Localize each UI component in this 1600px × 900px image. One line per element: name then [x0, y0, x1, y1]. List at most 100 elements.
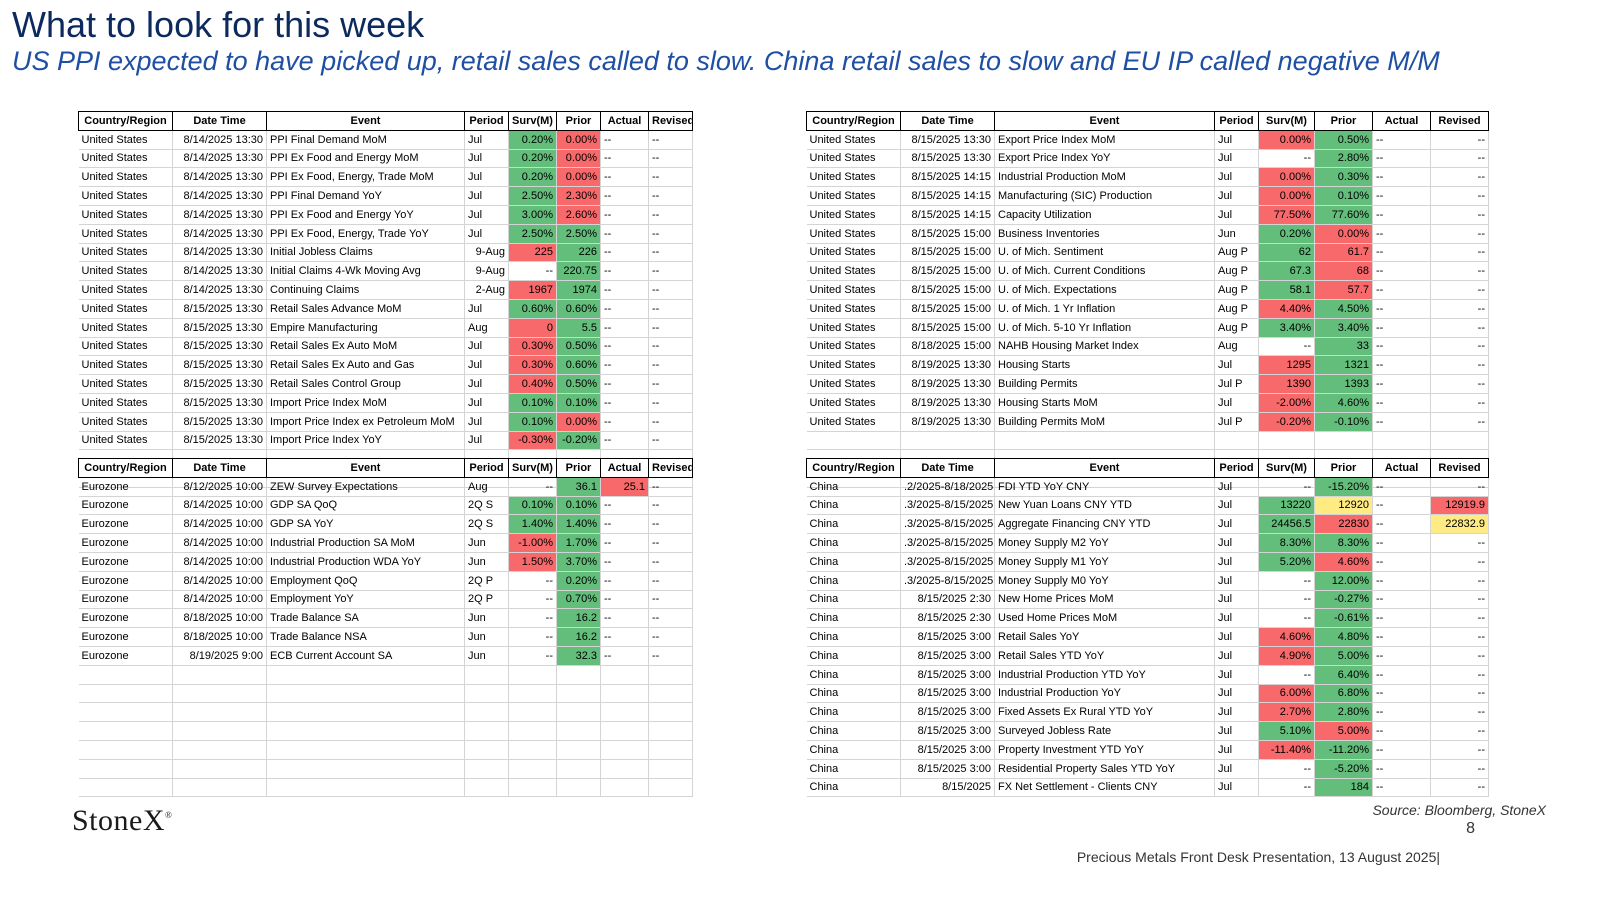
presentation-footer: Precious Metals Front Desk Presentation,… — [1076, 849, 1440, 865]
table-cell — [1372, 431, 1431, 451]
table-cell: Jul — [1214, 608, 1259, 629]
column-header: Prior — [1314, 111, 1373, 131]
table-cell: China — [806, 778, 901, 798]
table-cell: 0.10% — [1314, 186, 1373, 206]
column-header: Revised — [1430, 458, 1489, 478]
table-cell: PPI Final Demand MoM — [266, 130, 465, 150]
table-cell: Initial Claims 4-Wk Moving Avg — [266, 261, 465, 282]
table-cell: 77.50% — [1258, 205, 1315, 225]
table-cell: United States — [806, 393, 901, 413]
table-cell: 0.00% — [556, 412, 601, 432]
table-cell: -- — [648, 590, 693, 610]
column-header: Period — [464, 111, 509, 131]
table-cell — [266, 721, 465, 741]
table-cell: -- — [1430, 740, 1489, 760]
table-row: Eurozone 8/14/2025 10:00 Employment QoQ 2Q … — [78, 571, 693, 591]
eurozone-calendar-table: Country/Region Date Time Event Period Surv(M… — [78, 458, 693, 798]
table-cell: 4.50% — [1314, 299, 1373, 319]
table-cell: Trade Balance SA — [266, 608, 465, 629]
table-row: United States 8/15/2025 14:15 Manufacturin… — [806, 186, 1489, 206]
table-cell: -- — [508, 261, 557, 282]
table-row: United States 8/18/2025 15:00 NAHB Housing… — [806, 337, 1489, 357]
table-cell: United States — [78, 261, 173, 282]
table-cell: -- — [600, 431, 649, 451]
table-cell — [556, 665, 601, 685]
table-cell: 2.80% — [1314, 149, 1373, 169]
table-cell: 12919.9 — [1430, 496, 1489, 516]
table-cell: China — [806, 646, 901, 666]
table-cell: 8/15/2025 13:30 — [172, 318, 267, 338]
table-cell: 4.80% — [1314, 627, 1373, 647]
column-header: Event — [266, 111, 465, 131]
table-cell: 12920 — [1314, 496, 1373, 516]
table-cell: -- — [600, 374, 649, 394]
table-row: United States 8/15/2025 15:00 U. of Mich. … — [806, 299, 1489, 319]
table-cell: 1974 — [556, 280, 601, 300]
table-cell: 0.10% — [508, 412, 557, 432]
table-cell: Jul — [464, 374, 509, 394]
table-cell: 0.70% — [556, 590, 601, 610]
table-cell: United States — [806, 224, 901, 244]
table-cell: 4.90% — [1258, 646, 1315, 666]
table-cell: -- — [1372, 646, 1431, 666]
table-cell: Used Home Prices MoM — [994, 608, 1215, 629]
table-cell: 8/14/2025 13:30 — [172, 280, 267, 300]
table-cell: -- — [648, 205, 693, 225]
table-cell — [600, 684, 649, 704]
table-cell: Jul P — [1214, 412, 1259, 432]
table-cell: Jul — [1214, 149, 1259, 169]
table-cell: -- — [1372, 552, 1431, 572]
table-cell: 0.10% — [508, 393, 557, 413]
table-cell: 8/14/2025 13:30 — [172, 186, 267, 206]
table-cell: U. of Mich. Current Conditions — [994, 261, 1215, 282]
table-cell: China — [806, 702, 901, 723]
table-cell: -- — [1430, 412, 1489, 432]
table-cell: -- — [1430, 702, 1489, 723]
table-cell: -11.40% — [1258, 740, 1315, 760]
table-cell: 61.7 — [1314, 243, 1373, 263]
table-cell: United States — [78, 393, 173, 413]
table-cell: Retail Sales Control Group — [266, 374, 465, 394]
table-cell: -11.20% — [1314, 740, 1373, 760]
table-cell: China — [806, 665, 901, 685]
table-row: Eurozone 8/18/2025 10:00 Trade Balance NSA… — [78, 627, 693, 647]
table-row — [78, 684, 693, 704]
table-cell — [1430, 431, 1489, 451]
table-cell: China — [806, 571, 901, 591]
table-row: China .3/2025-8/15/2025 Money Supply M2 Yo… — [806, 533, 1489, 553]
us-calendar-table-right: Country/Region Date Time Event Period Surv(M… — [806, 111, 1489, 488]
table-cell: -- — [600, 186, 649, 206]
table-cell: 32.3 — [556, 646, 601, 666]
table-cell: 8/15/2025 13:30 — [172, 299, 267, 319]
table-cell: 0.00% — [1314, 224, 1373, 244]
page-number: 8 — [1466, 820, 1475, 837]
table-cell: -- — [600, 337, 649, 357]
column-header: Actual — [1372, 458, 1431, 478]
table-cell: -- — [648, 412, 693, 432]
table-row: Eurozone 8/14/2025 10:00 Industrial Produc… — [78, 552, 693, 572]
table-cell: PPI Ex Food and Energy MoM — [266, 149, 465, 169]
table-cell: 2.80% — [1314, 702, 1373, 723]
table-cell: .3/2025-8/15/2025 — [900, 571, 995, 591]
table-cell: -- — [1430, 280, 1489, 300]
table-cell: Industrial Production WDA YoY — [266, 552, 465, 572]
table-cell: -- — [600, 318, 649, 338]
table-row: United States 8/15/2025 15:00 U. of Mich. … — [806, 243, 1489, 263]
column-header: Date Time — [900, 111, 995, 131]
table-cell — [556, 740, 601, 760]
table-cell: Empire Manufacturing — [266, 318, 465, 338]
table-cell — [172, 684, 267, 704]
column-header: Period — [464, 458, 509, 478]
table-cell: 8/19/2025 13:30 — [900, 393, 995, 413]
table-cell — [508, 759, 557, 779]
table-cell: -1.00% — [508, 533, 557, 553]
table-row: United States 8/19/2025 13:30 Housing Star… — [806, 355, 1489, 376]
table-cell: -- — [1372, 533, 1431, 553]
slide-subtitle: US PPI expected to have picked up, retai… — [12, 46, 1440, 76]
table-cell: -- — [648, 130, 693, 150]
table-cell: 0.20% — [1258, 224, 1315, 244]
table-cell: -- — [1258, 608, 1315, 629]
table-cell — [600, 778, 649, 798]
table-cell — [508, 684, 557, 704]
table-cell: .3/2025-8/15/2025 — [900, 514, 995, 535]
